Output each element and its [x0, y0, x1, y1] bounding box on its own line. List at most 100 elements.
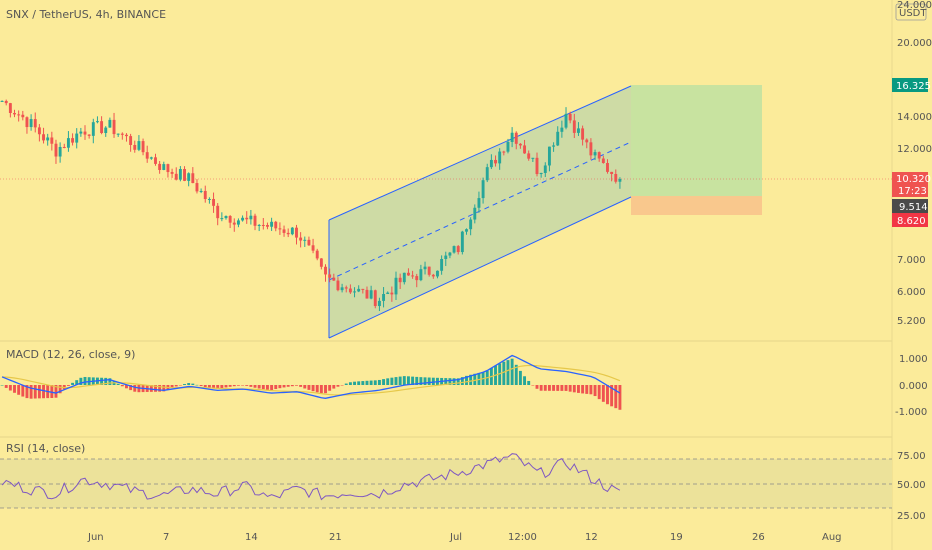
macd-histogram-bar	[54, 385, 58, 398]
macd-histogram-bar	[4, 385, 8, 388]
candle-body	[518, 143, 522, 146]
stop-zone[interactable]	[631, 196, 762, 215]
candle-body	[552, 145, 556, 147]
macd-histogram-bar	[610, 385, 614, 407]
macd-histogram-bar	[71, 382, 75, 385]
macd-histogram-bar	[332, 385, 336, 389]
macd-histogram-bar	[348, 382, 352, 385]
macd-histogram-bar	[353, 381, 356, 385]
y-tick-label: 6.000	[897, 287, 926, 298]
candle-body	[278, 228, 282, 230]
candle-body	[531, 157, 535, 159]
macd-histogram-bar	[286, 385, 290, 387]
candle-body	[66, 138, 70, 148]
macd-histogram-bar	[377, 379, 381, 385]
candle-body	[241, 217, 245, 221]
macd-histogram-bar	[593, 385, 597, 397]
candle-body	[601, 158, 605, 164]
macd-histogram-bar	[568, 385, 572, 392]
macd-histogram-bar	[589, 385, 593, 395]
macd-histogram-bar	[58, 385, 62, 394]
macd-histogram-bar	[33, 385, 37, 399]
currency-box[interactable]	[895, 3, 927, 21]
macd-histogram-bar	[170, 385, 174, 388]
macd-histogram-bar	[386, 378, 390, 385]
candle-body	[514, 132, 518, 144]
macd-histogram-bar	[257, 385, 261, 389]
macd-histogram-bar	[556, 385, 560, 391]
candle-body	[232, 222, 236, 225]
macd-y-tick: -1.000	[895, 407, 927, 418]
y-tick-label: 20.000	[897, 38, 932, 49]
macd-histogram-bar	[415, 376, 419, 385]
macd-histogram-bar	[448, 378, 452, 385]
candle-body	[62, 146, 66, 148]
candle-body	[195, 183, 199, 192]
target-price-label: 16.325	[896, 81, 931, 92]
candle-body	[382, 294, 386, 301]
macd-histogram-bar	[531, 385, 535, 386]
countdown-label: 17:23	[898, 186, 927, 197]
macd-histogram-bar	[261, 385, 265, 390]
candle-body	[436, 270, 439, 277]
stop-price-label: 8.620	[897, 216, 926, 227]
macd-histogram-bar	[514, 364, 518, 385]
candle-body	[606, 163, 609, 172]
candle-body	[125, 134, 128, 137]
macd-histogram-bar	[597, 385, 601, 400]
candle-body	[21, 114, 25, 118]
candle-body	[498, 151, 502, 164]
macd-histogram-bar	[361, 381, 365, 385]
macd-histogram-bar	[129, 385, 133, 391]
candle-body	[203, 190, 207, 200]
target-zone[interactable]	[631, 85, 762, 196]
macd-histogram-bar	[162, 385, 166, 392]
candle-body	[187, 173, 191, 181]
macd-histogram-bar	[174, 385, 178, 387]
candle-body	[465, 229, 468, 232]
macd-histogram-bar	[577, 385, 580, 393]
candle-body	[539, 172, 543, 175]
channel-upper-line[interactable]	[328, 85, 632, 221]
macd-histogram-bar	[116, 383, 120, 385]
candle-body	[245, 217, 249, 220]
macd-histogram-bar	[21, 385, 25, 397]
candle-body	[261, 224, 265, 226]
macd-histogram-bar	[552, 385, 556, 391]
y-tick-label: 14.000	[897, 112, 932, 123]
candle-body	[8, 103, 12, 114]
macd-histogram-bar	[236, 385, 240, 386]
macd-histogram-bar	[382, 379, 386, 385]
macd-histogram-bar	[614, 385, 618, 409]
macd-histogram-bar	[278, 385, 282, 389]
entry-price-tag	[892, 199, 928, 213]
candle-body	[402, 272, 406, 283]
candle-body	[469, 219, 473, 230]
candle-body	[332, 277, 336, 281]
candle-body	[369, 290, 373, 299]
macd-histogram-bar	[25, 385, 29, 399]
candle-body	[556, 131, 560, 146]
candle-body	[54, 143, 58, 157]
candle-body	[344, 287, 348, 289]
macd-histogram-bar	[83, 376, 87, 385]
candle-body	[353, 291, 356, 293]
candle-body	[572, 120, 576, 133]
macd-histogram-bar	[307, 385, 311, 390]
candle-body	[274, 221, 278, 229]
candle-body	[174, 173, 178, 180]
macd-histogram-bar	[324, 385, 327, 394]
macd-histogram-bar	[394, 377, 398, 385]
current-price-tag	[892, 172, 928, 197]
candle-body	[162, 164, 166, 170]
macd-histogram-bar	[365, 380, 369, 385]
candle-body	[481, 180, 485, 199]
macd-histogram-bar	[0, 385, 4, 386]
candle-body	[37, 127, 41, 135]
candle-body	[365, 289, 369, 299]
macd-histogram-bar	[266, 385, 269, 390]
channel-lower-line[interactable]	[328, 196, 632, 339]
candle-body	[597, 152, 601, 159]
